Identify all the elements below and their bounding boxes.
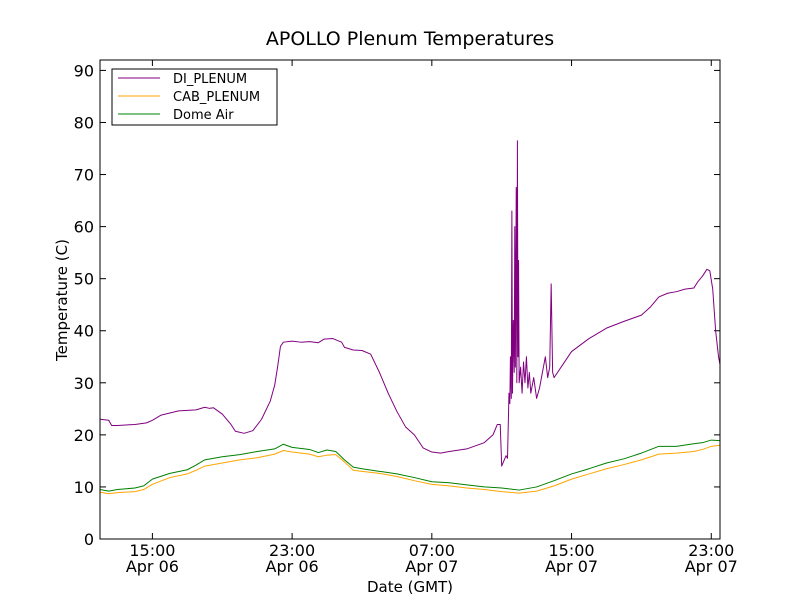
- x-tick-label-time: 23:00: [269, 541, 315, 560]
- series-line-di-plenum: [100, 140, 720, 467]
- y-tick-label: 40: [74, 322, 94, 341]
- legend-label-di-plenum: DI_PLENUM: [173, 72, 247, 87]
- x-tick-label-date: Apr 06: [266, 557, 319, 576]
- y-tick-label: 30: [74, 374, 94, 393]
- chart-title: APOLLO Plenum Temperatures: [266, 28, 554, 50]
- y-tick-label: 70: [74, 166, 94, 185]
- plot-area: [100, 60, 720, 539]
- y-tick-label: 10: [74, 478, 94, 497]
- x-tick-label-date: Apr 06: [126, 557, 179, 576]
- series-line-cab-plenum: [100, 444, 720, 495]
- x-tick-label-time: 07:00: [409, 541, 455, 560]
- y-tick-label: 80: [74, 113, 94, 132]
- y-tick-label: 0: [84, 530, 94, 549]
- legend-label-cab-plenum: CAB_PLENUM: [173, 90, 260, 105]
- y-tick-label: 90: [74, 61, 94, 80]
- plot-frame: [99, 59, 721, 540]
- x-tick-label-time: 23:00: [688, 541, 734, 560]
- y-tick-label: 50: [74, 270, 94, 289]
- x-tick-label-date: Apr 07: [685, 557, 738, 576]
- y-axis-label: Temperature (C): [53, 239, 71, 362]
- x-tick-label-date: Apr 07: [405, 557, 458, 576]
- series-line-dome-air: [100, 439, 720, 492]
- x-axis-label: Date (GMT): [367, 578, 453, 596]
- y-tick-label: 60: [74, 218, 94, 237]
- legend-label-dome-air: Dome Air: [173, 108, 234, 123]
- x-tick-label-time: 15:00: [129, 541, 175, 560]
- legend: DI_PLENUM CAB_PLENUM Dome Air: [111, 68, 278, 126]
- x-tick-label-time: 15:00: [548, 541, 594, 560]
- x-tick-label-date: Apr 07: [545, 557, 598, 576]
- series-lines: [100, 140, 720, 495]
- y-tick-label: 20: [74, 426, 94, 445]
